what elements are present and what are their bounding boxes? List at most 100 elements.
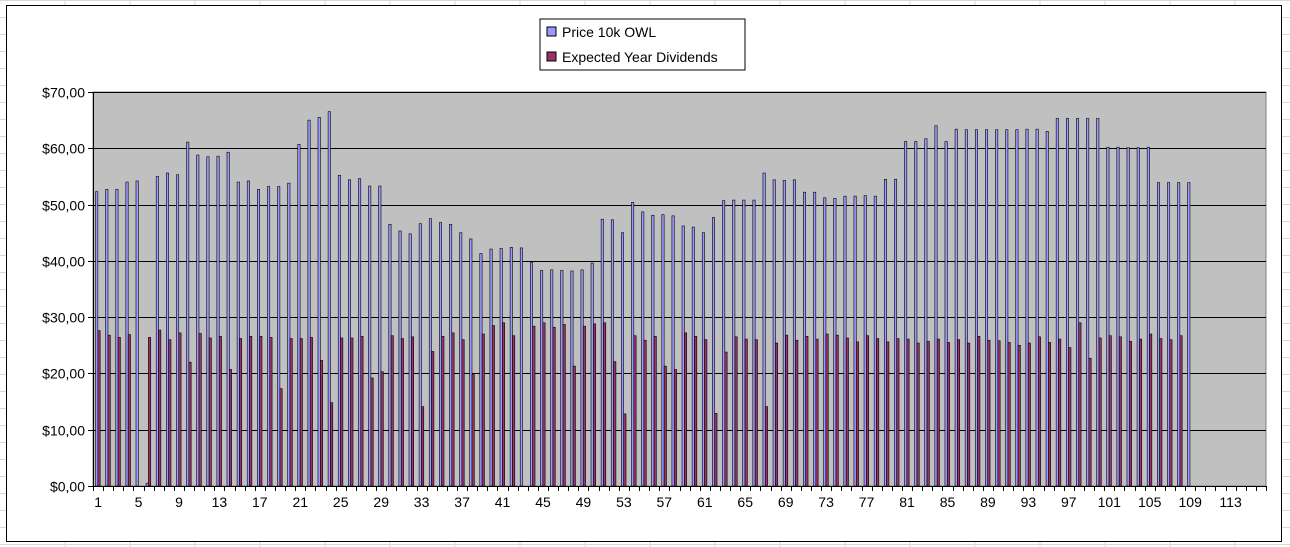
bar-price xyxy=(833,198,837,487)
x-tick-label: 85 xyxy=(940,494,956,510)
bar-price xyxy=(894,178,898,487)
bar-price xyxy=(701,232,705,487)
bar-price xyxy=(974,129,978,487)
bar-price xyxy=(732,199,736,487)
bar-price xyxy=(398,230,402,487)
bar-price xyxy=(540,270,544,487)
bar-dividends xyxy=(259,335,263,487)
bar-dividends xyxy=(663,365,667,487)
bar-price xyxy=(176,174,180,487)
bar-price xyxy=(782,180,786,487)
bar-dividends xyxy=(825,333,829,487)
bar-dividends xyxy=(198,333,202,487)
legend-box xyxy=(539,18,746,71)
bar-dividends xyxy=(400,338,404,487)
bar-price xyxy=(105,189,109,487)
bar-dividends xyxy=(1128,341,1132,487)
bar-price xyxy=(1106,146,1110,487)
bar-dividends xyxy=(977,335,981,487)
bar-dividends xyxy=(178,332,182,487)
bar-price xyxy=(863,195,867,487)
bar-price xyxy=(459,232,463,487)
bar-price xyxy=(995,129,999,487)
bar-dividends xyxy=(724,351,728,487)
bar-dividends xyxy=(502,322,505,487)
bar-price xyxy=(337,175,341,487)
bar-dividends xyxy=(1027,342,1031,487)
bar-dividends xyxy=(289,338,293,487)
bar-dividends xyxy=(764,406,768,487)
x-axis-ticks: 1 5 9 13 17 21 25 29 33 37 41 45 49 53 57 61 65 69 73 77 81 8… xyxy=(93,486,1267,510)
bar-price xyxy=(873,195,877,487)
legend[interactable]: Price 10k OWL Expected Year Dividends xyxy=(539,18,746,71)
bar-price xyxy=(600,218,604,487)
bar-dividends xyxy=(1139,338,1143,487)
bar-dividends xyxy=(704,339,708,487)
bar-price xyxy=(1167,182,1171,487)
y-axis-ticks: $0,00 $10,00 $20,00 $30,00 $40,00 $50,00 $60,0… xyxy=(42,85,93,495)
bar-price xyxy=(1035,128,1039,487)
bar-price xyxy=(904,141,908,487)
x-tick-label: 105 xyxy=(1138,494,1162,510)
bar-price xyxy=(1157,182,1160,487)
bar-dividends xyxy=(330,402,334,487)
bar-price xyxy=(307,119,311,487)
bar-dividends xyxy=(360,335,364,487)
bar-price xyxy=(712,217,715,487)
bar-dividends xyxy=(643,339,647,487)
y-tick-label: $20,00 xyxy=(42,366,85,382)
bar-price xyxy=(155,176,159,487)
bar-price xyxy=(145,482,149,487)
bar-price xyxy=(651,214,655,487)
bar-price xyxy=(934,125,938,487)
bar-price xyxy=(125,181,129,487)
bar-dividends xyxy=(441,335,445,487)
bar-dividends xyxy=(997,340,1001,487)
bar-dividends xyxy=(926,341,930,487)
bar-dividends xyxy=(542,322,546,487)
x-tick-label: 5 xyxy=(135,494,143,510)
bar-dividends xyxy=(795,339,799,487)
bar-price xyxy=(408,233,412,487)
bar-dividends xyxy=(886,341,890,487)
bar-dividends xyxy=(876,338,880,487)
bar-dividends xyxy=(218,335,222,487)
x-tick-label: 49 xyxy=(576,494,592,510)
bar-price xyxy=(499,248,503,487)
bar-dividends xyxy=(552,326,556,487)
bar-price xyxy=(1005,129,1009,487)
bar-price xyxy=(206,156,210,487)
bar-dividends xyxy=(714,413,718,487)
bar-dividends xyxy=(916,342,920,487)
bar-dividends xyxy=(188,361,192,487)
bars xyxy=(95,111,1191,487)
x-tick-label: 45 xyxy=(535,494,551,510)
bar-price xyxy=(792,179,796,487)
x-tick-label: 17 xyxy=(252,494,268,510)
bar-price xyxy=(560,270,564,487)
bar-dividends xyxy=(572,365,576,487)
bar-price xyxy=(257,189,260,487)
x-tick-label: 21 xyxy=(293,494,309,510)
bar-dividends xyxy=(775,342,778,487)
bar-dividends xyxy=(279,388,283,487)
bar-price xyxy=(287,182,291,487)
bar-price xyxy=(843,195,847,487)
bar-dividends xyxy=(906,338,910,487)
bar-price xyxy=(1126,147,1130,487)
x-tick-label: 97 xyxy=(1061,494,1077,510)
bar-price xyxy=(580,269,584,487)
bar-price xyxy=(1187,182,1191,487)
legend-label-dividends: Expected Year Dividends xyxy=(562,49,718,65)
bar-price xyxy=(1015,129,1019,487)
x-tick-label: 1 xyxy=(94,494,102,510)
bar-dividends xyxy=(107,334,111,487)
y-tick-label: $0,00 xyxy=(50,479,85,495)
bar-price xyxy=(883,178,887,487)
bar-dividends xyxy=(390,335,394,487)
bar-price xyxy=(115,189,119,487)
bar-dividends xyxy=(168,339,172,487)
x-tick-label: 101 xyxy=(1098,494,1122,510)
x-tick-label: 53 xyxy=(616,494,632,510)
bar-dividends xyxy=(653,335,657,487)
